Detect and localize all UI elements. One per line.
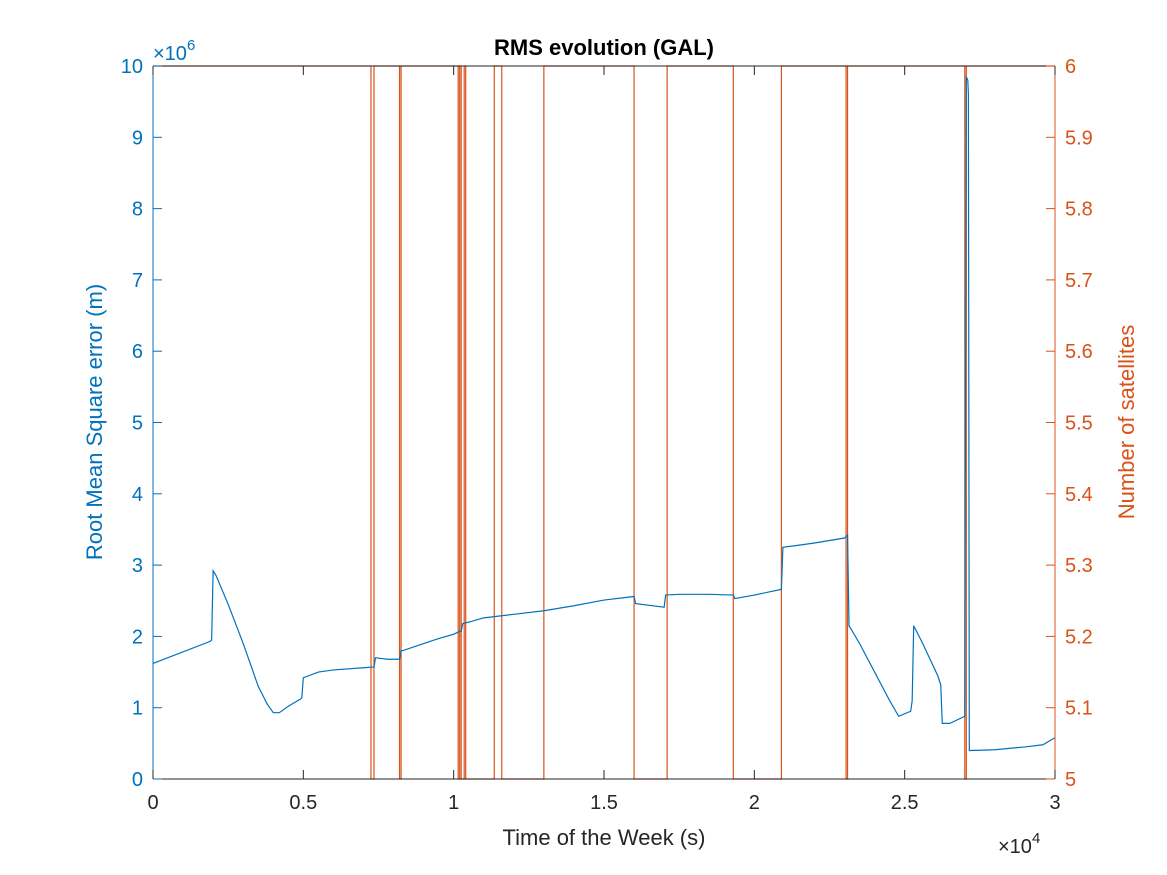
y-multiplier: ×106: [153, 37, 195, 65]
right-axis-ticks: 5 5.1 5.2 5.3 5.4 5.5 5.6 5.7 5.8 5.9 6: [1046, 56, 1093, 791]
x-tick-label: 1.5: [590, 792, 618, 814]
series-line-rms: [152, 76, 1056, 752]
y-right-tick-label: 5.5: [1065, 413, 1093, 435]
y-left-tick-label: 5: [132, 413, 143, 435]
y-right-tick-label: 5.8: [1065, 199, 1093, 221]
x-axis-ticks: 0 0.5 1 1.5 2 2.5 3: [147, 66, 1061, 814]
y-axis-label-right: Number of satellites: [1114, 325, 1139, 519]
y-right-tick-label: 5.4: [1065, 484, 1093, 506]
y-left-tick-label: 8: [132, 199, 143, 221]
y-left-tick-label: 6: [132, 341, 143, 363]
x-tick-label: 0.5: [289, 792, 317, 814]
y-axis-label-left: Root Mean Square error (m): [82, 284, 107, 560]
y-left-tick-label: 7: [132, 270, 143, 292]
x-tick-label: 0: [147, 792, 158, 814]
x-axis-label: Time of the Week (s): [503, 825, 706, 850]
y-left-tick-label: 1: [132, 698, 143, 720]
x-tick-label: 3: [1049, 792, 1060, 814]
y-multiplier-exponent: 6: [187, 37, 195, 54]
x-tick-label: 2.5: [891, 792, 919, 814]
y-right-tick-label: 5.9: [1065, 127, 1093, 149]
y-left-tick-label: 3: [132, 555, 143, 577]
y-right-tick-label: 5.7: [1065, 270, 1093, 292]
x-multiplier-exponent: 4: [1032, 830, 1040, 847]
y-left-tick-label: 2: [132, 626, 143, 648]
y-left-tick-label: 4: [132, 484, 143, 506]
y-right-tick-label: 6: [1065, 56, 1076, 78]
x-multiplier-base: ×10: [998, 836, 1032, 858]
y-right-tick-label: 5.2: [1065, 626, 1093, 648]
x-tick-label: 2: [749, 792, 760, 814]
y-left-tick-label: 0: [132, 769, 143, 791]
y-right-tick-label: 5.1: [1065, 698, 1093, 720]
chart-title: RMS evolution (GAL): [494, 35, 714, 60]
x-tick-label: 1: [448, 792, 459, 814]
y-left-tick-label: 9: [132, 127, 143, 149]
x-multiplier: ×104: [998, 830, 1040, 858]
y-multiplier-base: ×10: [153, 43, 187, 65]
y-left-tick-label: 10: [121, 56, 143, 78]
y-right-tick-label: 5: [1065, 769, 1076, 791]
y-right-tick-label: 5.3: [1065, 555, 1093, 577]
y-right-tick-label: 5.6: [1065, 341, 1093, 363]
left-axis-ticks: 0 1 2 3 4 5 6 7 8 9 10: [121, 56, 162, 791]
